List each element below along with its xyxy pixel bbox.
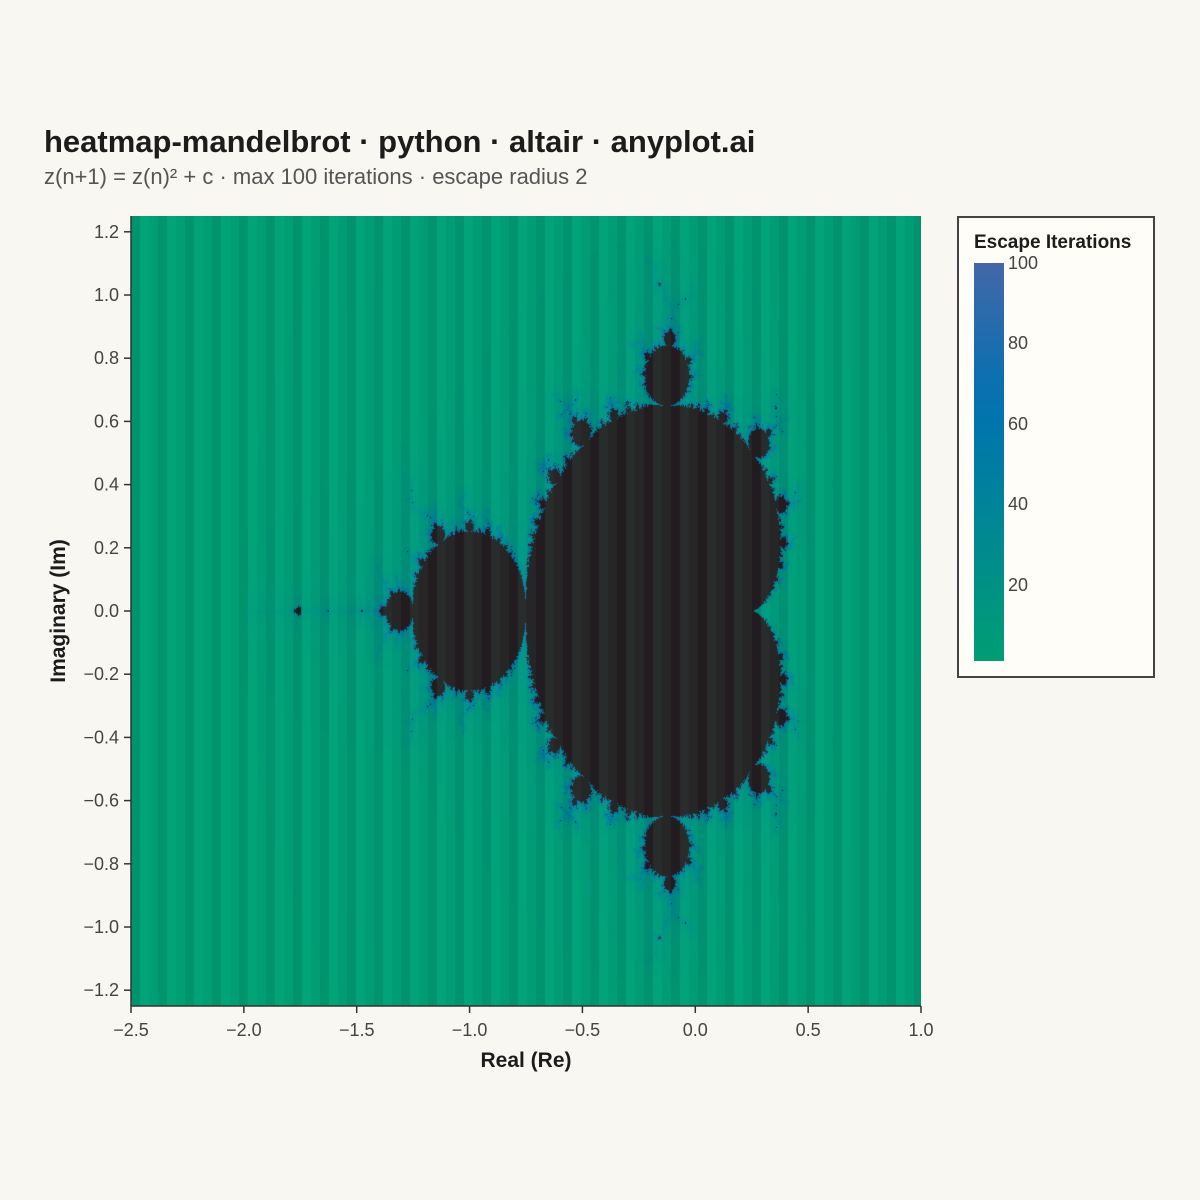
legend-tick-label: 80 — [1008, 333, 1029, 354]
legend-title: Escape Iterations — [974, 232, 1132, 253]
legend-tick-label: 60 — [1008, 413, 1029, 434]
x-tick-label: −0.5 — [565, 1020, 601, 1040]
chart-title: heatmap-mandelbrot · python · altair · a… — [44, 124, 756, 159]
x-tick-label: −2.0 — [226, 1020, 262, 1040]
legend-gradient-bar — [974, 263, 1004, 661]
y-tick-label: 1.2 — [94, 222, 119, 242]
y-axis-title: Imaginary (Im) — [47, 539, 70, 683]
mandelbrot-heatmap — [131, 216, 921, 1006]
legend-tick-label: 20 — [1008, 574, 1029, 595]
y-tick-label: 1.0 — [94, 285, 119, 305]
x-tick-label: −2.5 — [113, 1020, 149, 1040]
x-tick-label: 0.0 — [683, 1020, 708, 1040]
x-tick-label: −1.0 — [452, 1020, 488, 1040]
y-tick-label: 0.6 — [94, 411, 119, 431]
y-tick-label: −0.4 — [83, 727, 119, 747]
y-tick-label: −1.2 — [83, 980, 119, 1000]
x-tick-label: 0.5 — [796, 1020, 821, 1040]
y-tick-label: −0.2 — [83, 664, 119, 684]
x-axis: −2.5 −2.0 −1.5 −1.0 −0.5 0.0 0.5 1.0 — [113, 1005, 934, 1040]
y-tick-label: 0.0 — [94, 601, 119, 621]
x-tick-label: 1.0 — [908, 1020, 933, 1040]
y-tick-label: −0.8 — [83, 854, 119, 874]
x-tick-label: −1.5 — [339, 1020, 375, 1040]
y-tick-label: 0.2 — [94, 538, 119, 558]
chart-subtitle: z(n+1) = z(n)² + c · max 100 iterations … — [44, 164, 588, 189]
y-axis: 1.2 1.0 0.8 0.6 0.4 0.2 0.0 −0.2 −0.4 −0.6 −0.8 −1.… — [83, 216, 132, 1006]
legend-tick-label: 40 — [1008, 494, 1029, 515]
y-tick-label: −0.6 — [83, 791, 119, 811]
y-tick-label: 0.4 — [94, 475, 119, 495]
y-tick-label: 0.8 — [94, 348, 119, 368]
legend-tick-label: 100 — [1008, 253, 1039, 273]
color-legend: Escape Iterations 100 80 60 40 20 — [957, 216, 1155, 678]
x-axis-title: Real (Re) — [480, 1049, 571, 1072]
y-tick-label: −1.0 — [83, 917, 119, 937]
